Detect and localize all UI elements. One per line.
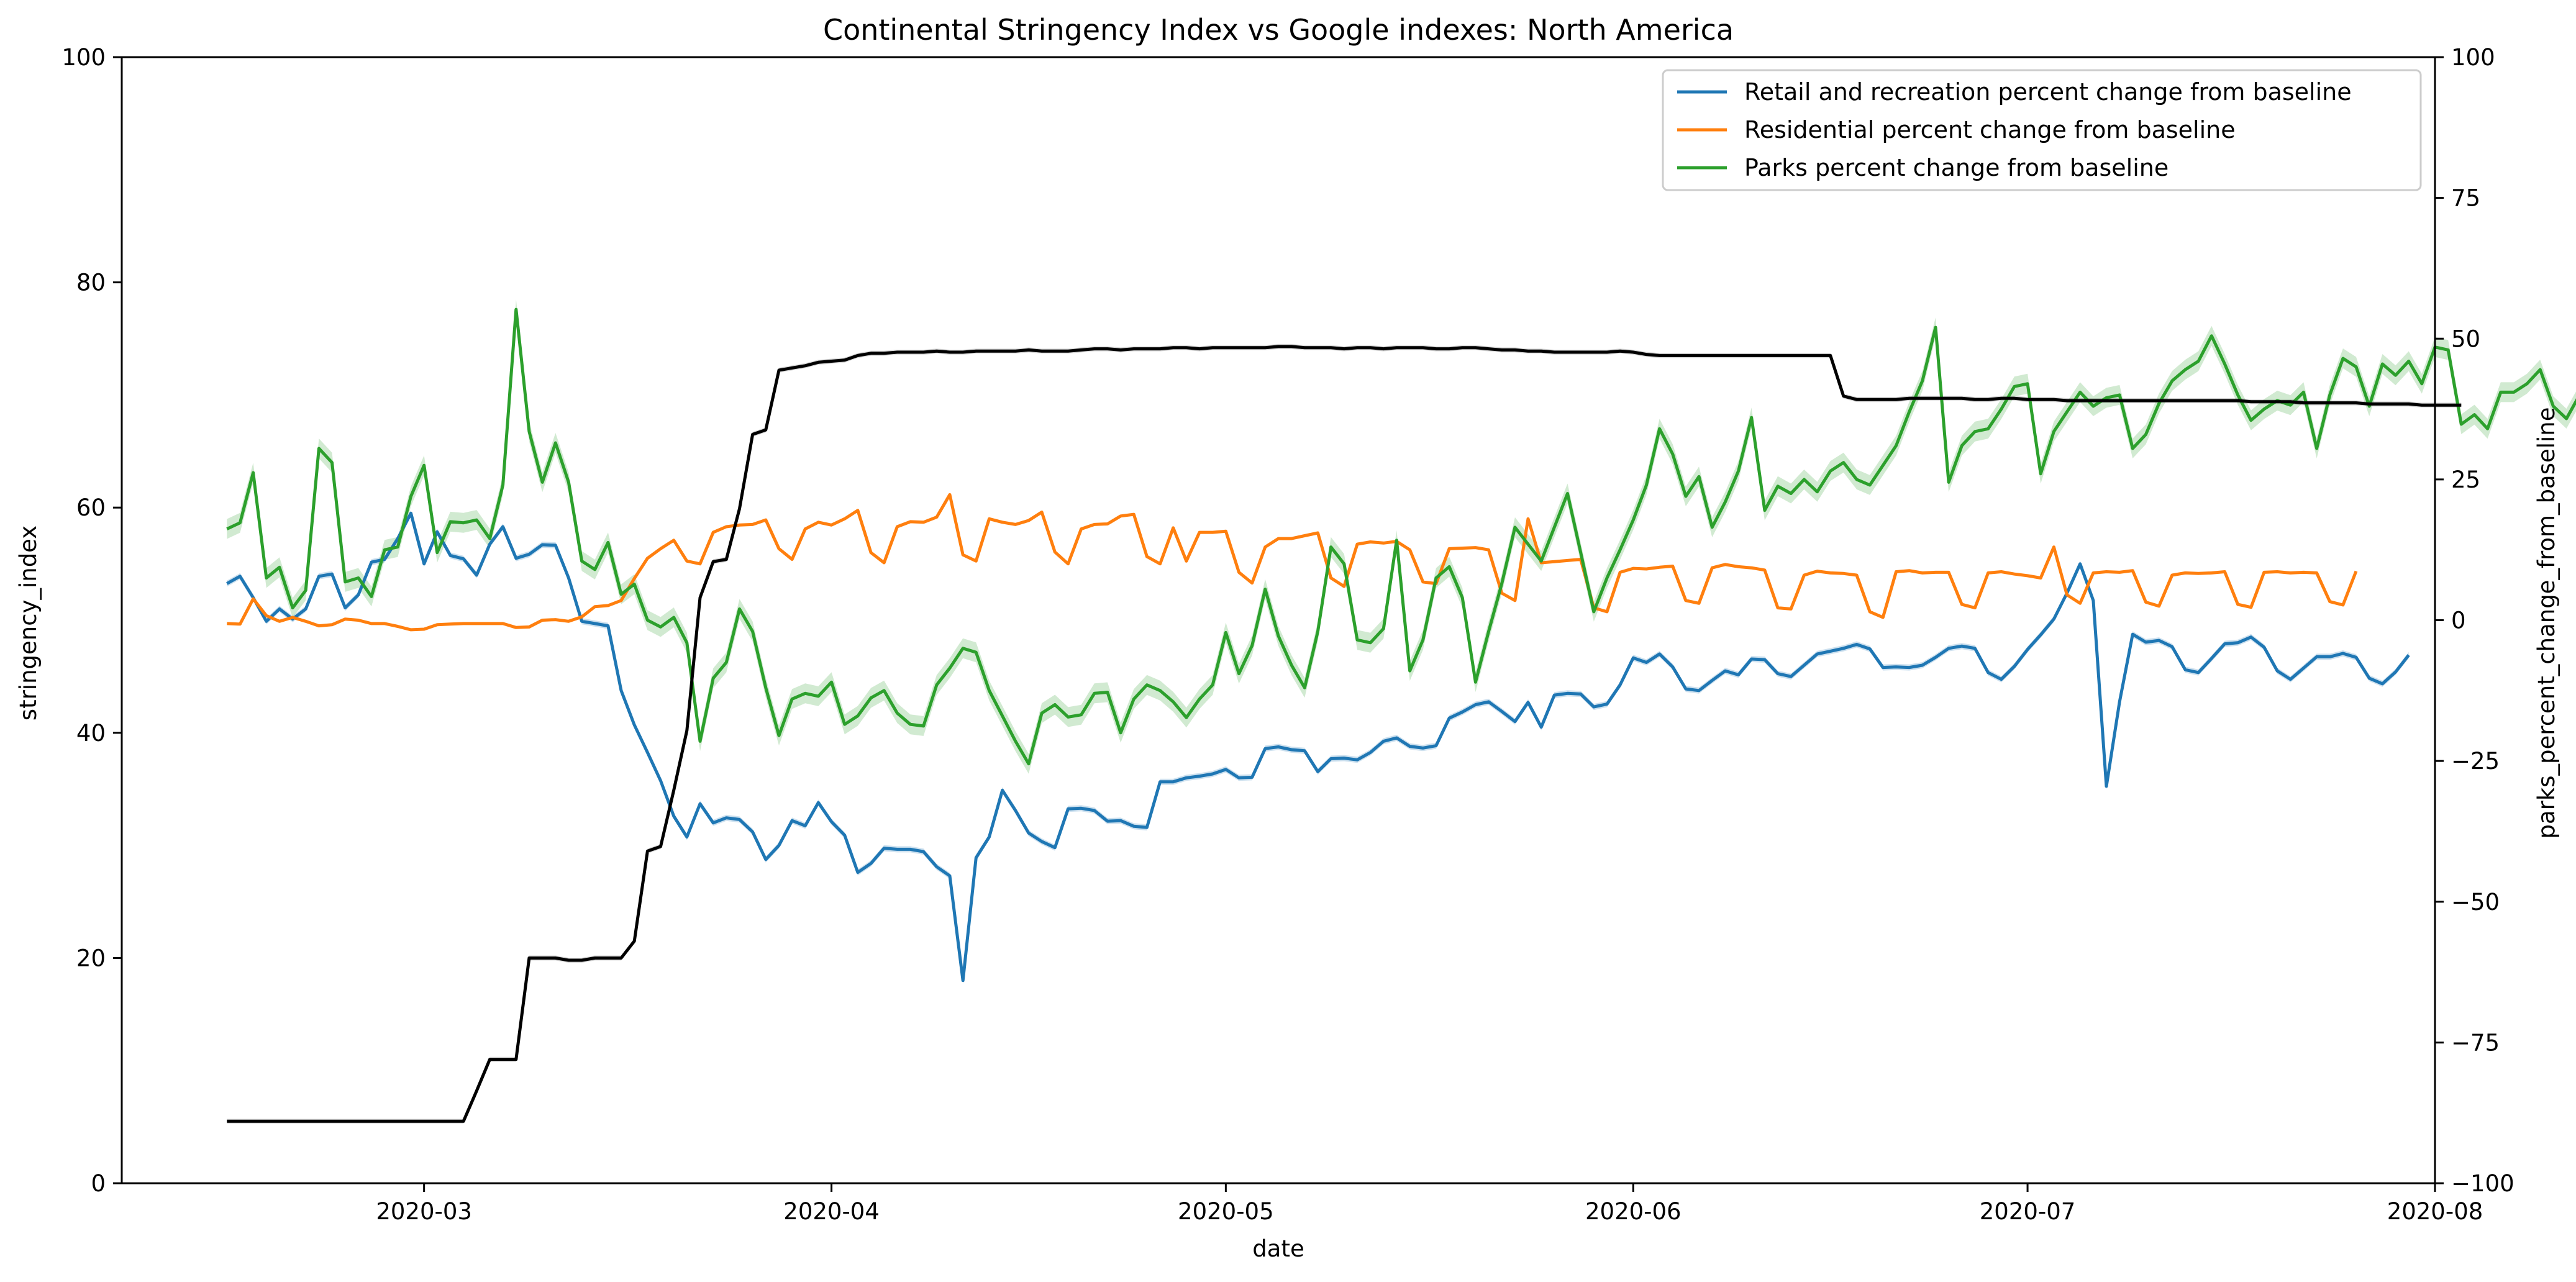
y-left-tick-label: 100 — [61, 44, 106, 71]
x-axis: 2020-03 2020-04 2020-05 2020-06 2020-07 2020-… — [376, 1183, 2483, 1225]
y-left-tick-label: 60 — [76, 494, 106, 521]
legend-item-parks: Parks percent change from baseline — [1677, 154, 2169, 181]
legend-label-residential: Residential percent change from baseline — [1744, 116, 2236, 143]
series-line-stringency — [227, 345, 2462, 1123]
legend-box — [1662, 69, 2422, 191]
x-tick-label: 2020-08 — [2387, 1198, 2483, 1225]
band-parks — [227, 299, 2576, 774]
y-left-tick-label: 40 — [76, 720, 106, 747]
x-tick-label: 2020-05 — [1178, 1198, 1274, 1225]
y-right-tick-label: 0 — [2451, 607, 2466, 634]
plot-frame — [121, 56, 2436, 1184]
x-axis-label: date — [1252, 1235, 1304, 1262]
y-axis-right-label: parks_percent_change_from_baseline — [2533, 407, 2560, 839]
x-tick-label: 2020-07 — [1980, 1198, 2076, 1225]
y-right-tick-label: 75 — [2451, 185, 2480, 212]
legend-item-retail: Retail and recreation percent change fro… — [1677, 78, 2352, 106]
y-right-tick-label: −50 — [2451, 889, 2500, 916]
legend-item-residential: Residential percent change from baseline — [1677, 116, 2236, 143]
legend-label-parks: Parks percent change from baseline — [1744, 154, 2169, 181]
legend: Retail and recreation percent change fro… — [1662, 69, 2422, 191]
y-left-tick-label: 80 — [76, 270, 106, 296]
series-line-retail — [226, 511, 2410, 983]
y-right-tick-label: −75 — [2451, 1029, 2500, 1056]
y-axis-left: 0 20 40 60 80 100 — [61, 44, 122, 1197]
y-right-tick-label: −25 — [2451, 748, 2500, 775]
plot-area — [226, 299, 2576, 1124]
y-right-tick-label: 100 — [2451, 44, 2495, 71]
y-right-tick-label: 25 — [2451, 466, 2480, 493]
x-tick-label: 2020-03 — [376, 1198, 472, 1225]
legend-label-retail: Retail and recreation percent change fro… — [1744, 78, 2352, 106]
series-line-residential — [227, 493, 2358, 632]
y-axis-left-label: stringency_index — [15, 525, 42, 721]
y-left-tick-label: 20 — [76, 945, 106, 971]
y-right-tick-label: −100 — [2451, 1170, 2515, 1197]
x-tick-label: 2020-06 — [1585, 1198, 1682, 1225]
series-line-parks — [226, 307, 2576, 766]
y-right-tick-label: 50 — [2451, 325, 2480, 352]
y-left-tick-label: 0 — [91, 1170, 106, 1197]
chart-title: Continental Stringency Index vs Google i… — [823, 13, 1734, 47]
x-tick-label: 2020-04 — [783, 1198, 880, 1225]
y-axis-right: −100 −75 −50 −25 0 25 50 75 100 — [2435, 44, 2515, 1197]
